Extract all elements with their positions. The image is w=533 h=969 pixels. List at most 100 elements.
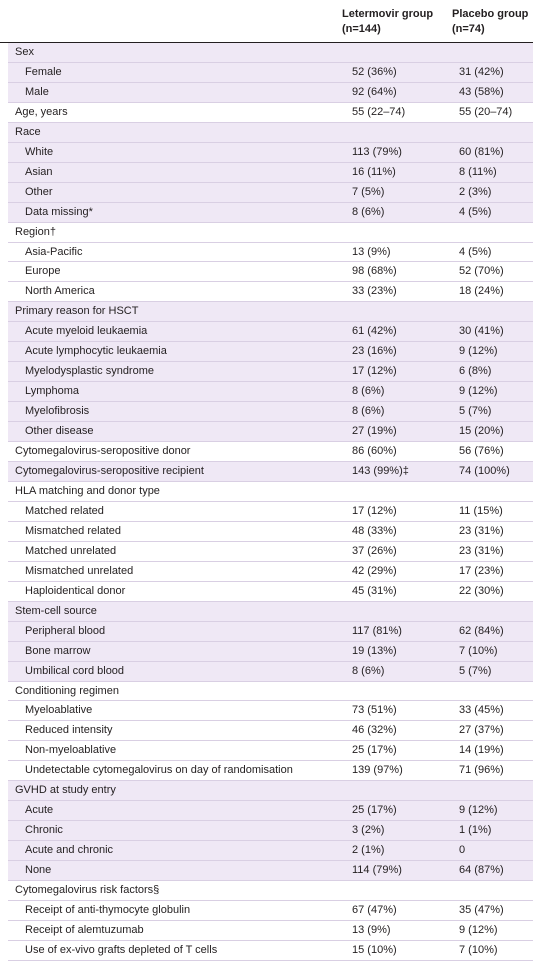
placebo-value: 60 (81%) <box>459 145 504 158</box>
row-label: Asia-Pacific <box>25 245 83 258</box>
placebo-value: 4 (5%) <box>459 245 492 258</box>
table-row: White 113 (79%) 60 (81%) <box>8 142 533 163</box>
table-row-category: GVHD at study entry <box>8 781 533 802</box>
table-row: Receipt of anti-thymocyte globulin 67 (47… <box>8 901 533 921</box>
placebo-value: 7 (10%) <box>459 943 498 956</box>
letermovir-value: 25 (17%) <box>352 804 397 817</box>
row-label: Undetectable cytomegalovirus on day of r… <box>25 764 293 777</box>
table-row: Use of ex-vivo grafts depleted of T cell… <box>8 941 533 961</box>
table-row-category: Conditioning regimen <box>8 682 533 702</box>
table-row: North America 33 (23%) 18 (24%) <box>8 282 533 303</box>
placebo-value: 43 (58%) <box>459 85 504 98</box>
table-row: Male 92 (64%) 43 (58%) <box>8 82 533 103</box>
table-row: Data missing* 8 (6%) 4 (5%) <box>8 202 533 223</box>
row-label: Use of ex-vivo grafts depleted of T cell… <box>25 943 218 956</box>
letermovir-value: 27 (19%) <box>352 425 397 438</box>
row-label: Mismatched unrelated <box>25 564 134 577</box>
placebo-value: 33 (45%) <box>459 704 504 717</box>
letermovir-value: 23 (16%) <box>352 345 397 358</box>
table-row: Matched related 17 (12%) 11 (15%) <box>8 502 533 522</box>
row-label: Sex <box>15 46 34 58</box>
table-row: Reduced intensity 46 (32%) 27 (37%) <box>8 721 533 742</box>
letermovir-value: 73 (51%) <box>352 704 397 717</box>
letermovir-value: 13 (9%) <box>352 245 391 258</box>
table-row: Asian 16 (11%) 8 (11%) <box>8 162 533 183</box>
row-label: Primary reason for HSCT <box>15 305 139 318</box>
placebo-value: 0 <box>459 844 466 857</box>
table-row-category: Age, years 55 (22–74) 55 (20–74) <box>8 103 533 123</box>
table-row-category: Stem-cell source <box>8 601 533 622</box>
table-row: Bone marrow 19 (13%) 7 (10%) <box>8 641 533 662</box>
placebo-value: 5 (7%) <box>459 405 492 418</box>
placebo-value: 22 (30%) <box>459 584 504 597</box>
row-label: Myelofibrosis <box>25 405 90 418</box>
placebo-value: 23 (31%) <box>459 544 504 557</box>
letermovir-value: 3 (2%) <box>352 824 385 837</box>
letermovir-value: 61 (42%) <box>352 325 397 338</box>
table-row-category: Region† <box>8 223 533 243</box>
table-body: Sex Female 52 (36%) 31 (42%) Male 92 (64%) 43 … <box>8 43 533 961</box>
placebo-value: 56 (76%) <box>459 445 504 458</box>
placebo-value: 8 (11%) <box>459 165 497 178</box>
letermovir-value: 48 (33%) <box>352 524 397 537</box>
row-label: Acute lymphocytic leukaemia <box>25 345 167 358</box>
row-label: Asian <box>25 165 53 178</box>
table-row: Haploidentical donor 45 (31%) 22 (30%) <box>8 582 533 602</box>
header-placebo-label: Placebo group <box>452 8 529 20</box>
row-label: Umbilical cord blood <box>25 664 125 677</box>
placebo-value: 27 (37%) <box>459 724 504 737</box>
row-label: Acute myeloid leukaemia <box>25 325 148 338</box>
table-row: Asia-Pacific 13 (9%) 4 (5%) <box>8 243 533 263</box>
placebo-value: 31 (42%) <box>459 65 504 78</box>
row-label: Male <box>25 85 49 98</box>
letermovir-value: 8 (6%) <box>352 405 385 418</box>
row-label: Matched unrelated <box>25 544 117 557</box>
row-label: Cytomegalovirus-seropositive recipient <box>15 465 204 478</box>
row-label: Race <box>15 125 41 138</box>
letermovir-value: 52 (36%) <box>352 65 397 78</box>
header-placebo-n: (n=74) <box>452 23 485 35</box>
row-label: Haploidentical donor <box>25 584 126 597</box>
letermovir-value: 17 (12%) <box>352 365 397 378</box>
table-row-category: HLA matching and donor type <box>8 482 533 502</box>
letermovir-value: 46 (32%) <box>352 724 397 737</box>
table-row: Umbilical cord blood 8 (6%) 5 (7%) <box>8 661 533 682</box>
table-row: Non-myeloablative 25 (17%) 14 (19%) <box>8 741 533 762</box>
row-label: Europe <box>25 265 61 278</box>
placebo-value: 14 (19%) <box>459 744 504 757</box>
letermovir-value: 98 (68%) <box>352 265 397 278</box>
table-row-category: Cytomegalovirus-seropositive donor 86 (60… <box>8 442 533 463</box>
placebo-value: 18 (24%) <box>459 285 504 298</box>
row-label: Cytomegalovirus risk factors§ <box>15 884 160 897</box>
table-row: Myeloablative 73 (51%) 33 (45%) <box>8 701 533 722</box>
table-row-category: Cytomegalovirus risk factors§ <box>8 881 533 901</box>
letermovir-value: 139 (97%) <box>352 764 403 777</box>
header-letermovir-n: (n=144) <box>342 23 381 35</box>
letermovir-value: 33 (23%) <box>352 285 397 298</box>
letermovir-value: 37 (26%) <box>352 544 397 557</box>
table-row: Acute 25 (17%) 9 (12%) <box>8 801 533 822</box>
row-label: Acute and chronic <box>25 844 114 857</box>
table-header: Letermovir group (n=144) Placebo group (… <box>0 0 533 43</box>
table-row-category: Primary reason for HSCT <box>8 302 533 323</box>
letermovir-value: 117 (81%) <box>352 624 402 637</box>
row-label: Matched related <box>25 504 104 517</box>
table-row: None 114 (79%) 64 (87%) <box>8 861 533 882</box>
letermovir-value: 13 (9%) <box>352 923 391 936</box>
placebo-value: 9 (12%) <box>459 923 498 936</box>
table-row: Matched unrelated 37 (26%) 23 (31%) <box>8 542 533 562</box>
row-label: Acute <box>25 804 54 817</box>
table-row: Myelofibrosis 8 (6%) 5 (7%) <box>8 402 533 423</box>
table-row-category: Sex <box>8 43 533 63</box>
row-label: Female <box>25 65 62 78</box>
header-letermovir-label: Letermovir group <box>342 8 434 20</box>
placebo-value: 9 (12%) <box>459 385 498 398</box>
row-label: Reduced intensity <box>25 724 113 737</box>
row-label: Myelodysplastic syndrome <box>25 365 154 378</box>
letermovir-value: 45 (31%) <box>352 584 397 597</box>
placebo-value: 9 (12%) <box>459 345 498 358</box>
row-label: Stem-cell source <box>15 604 97 617</box>
row-label: GVHD at study entry <box>15 784 116 797</box>
header-placebo-column: Placebo group (n=74) <box>452 7 528 37</box>
